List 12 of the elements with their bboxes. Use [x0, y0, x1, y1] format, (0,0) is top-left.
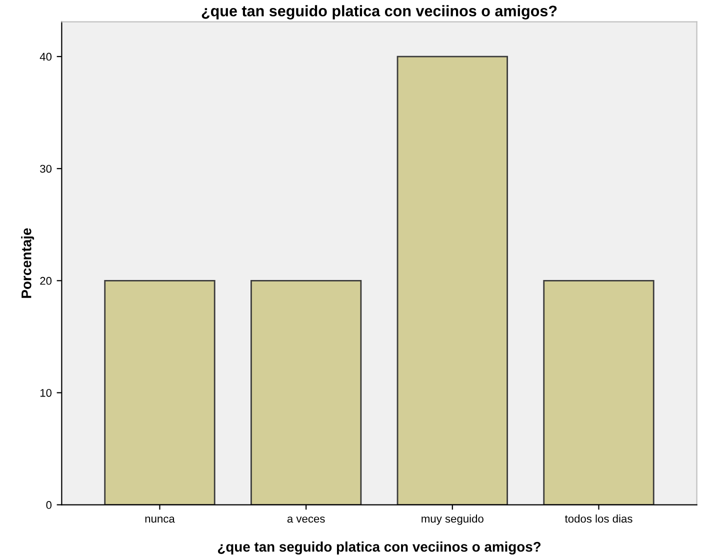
y-tick-label: 20 [40, 276, 52, 285]
y-axis-title: Porcentaje [21, 228, 34, 298]
y-tick-label: 30 [40, 164, 52, 173]
x-tick-label: nunca [145, 516, 175, 523]
x-tick-label: todos los dias [564, 514, 632, 523]
y-tick-label: 40 [40, 52, 52, 61]
chart-title: ¿que tan seguido platica con veciinos o amigos? [202, 5, 557, 20]
x-tick-label: muy seguido [422, 514, 484, 525]
x-tick-label: a veces [287, 516, 325, 523]
x-axis-title: ¿que tan seguido platica con veciinos o amigos? [218, 542, 541, 555]
y-tick-label: 10 [40, 388, 52, 397]
y-tick-label: 0 [46, 501, 52, 509]
